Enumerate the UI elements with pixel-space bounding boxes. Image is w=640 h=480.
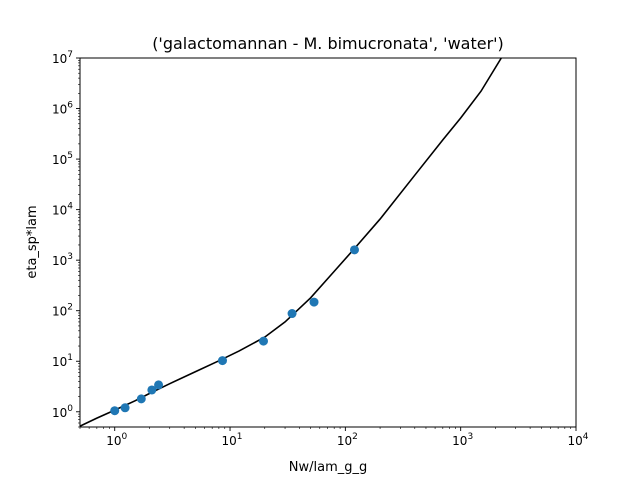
y-tick-label: 104 bbox=[52, 202, 73, 218]
y-tick: 106 bbox=[52, 101, 80, 117]
x-tick-label: 103 bbox=[452, 432, 473, 448]
x-tick: 103 bbox=[452, 427, 473, 448]
y-tick-label: 101 bbox=[52, 353, 73, 369]
data-point bbox=[136, 394, 146, 404]
y-tick: 104 bbox=[52, 202, 80, 218]
x-axis: 100 101 102 103 104 bbox=[79, 427, 589, 448]
data-point bbox=[349, 245, 359, 255]
x-tick: 102 bbox=[337, 427, 358, 448]
plot-area bbox=[80, 58, 502, 427]
y-tick-label: 106 bbox=[52, 101, 73, 117]
y-tick-label: 100 bbox=[52, 404, 73, 420]
y-tick: 105 bbox=[52, 151, 80, 167]
data-point bbox=[154, 380, 164, 390]
y-tick: 102 bbox=[52, 303, 80, 319]
fit-line bbox=[80, 58, 502, 427]
y-tick-label: 107 bbox=[52, 50, 73, 66]
y-tick: 107 bbox=[52, 50, 80, 66]
y-axis-label: eta_sp*lam bbox=[25, 205, 40, 278]
y-tick-label: 102 bbox=[52, 303, 73, 319]
y-tick: 101 bbox=[52, 353, 80, 369]
x-tick: 100 bbox=[106, 427, 127, 448]
x-tick-label: 101 bbox=[222, 432, 243, 448]
data-point bbox=[120, 403, 130, 413]
data-point bbox=[147, 385, 157, 395]
data-point bbox=[258, 336, 268, 346]
data-point bbox=[309, 297, 319, 307]
y-tick: 103 bbox=[52, 252, 80, 268]
y-axis: 100 101 102 103 104 105 106 107 bbox=[52, 50, 80, 428]
x-tick-label: 102 bbox=[337, 432, 358, 448]
x-tick-label: 104 bbox=[567, 432, 588, 448]
x-tick-label: 100 bbox=[106, 432, 127, 448]
y-tick: 100 bbox=[52, 404, 80, 420]
y-tick-label: 105 bbox=[52, 151, 73, 167]
data-point bbox=[287, 309, 297, 319]
data-point bbox=[110, 406, 120, 416]
y-tick-label: 103 bbox=[52, 252, 73, 268]
chart-title: ('galactomannan - M. bimucronata', 'wate… bbox=[152, 34, 504, 53]
plot-frame bbox=[79, 57, 577, 428]
x-axis-label: Nw/lam_g_g bbox=[289, 460, 367, 475]
data-point bbox=[217, 356, 227, 366]
x-tick: 104 bbox=[567, 427, 589, 448]
x-tick: 101 bbox=[222, 427, 243, 448]
